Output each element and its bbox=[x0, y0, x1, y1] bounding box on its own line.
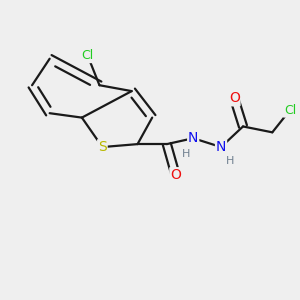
Text: H: H bbox=[182, 149, 190, 159]
Text: O: O bbox=[229, 92, 240, 106]
Text: Cl: Cl bbox=[284, 104, 296, 117]
Text: S: S bbox=[98, 140, 107, 154]
Text: H: H bbox=[226, 156, 234, 166]
Text: Cl: Cl bbox=[82, 49, 94, 62]
Text: N: N bbox=[216, 140, 226, 154]
Text: O: O bbox=[170, 168, 181, 182]
Text: N: N bbox=[188, 131, 198, 145]
